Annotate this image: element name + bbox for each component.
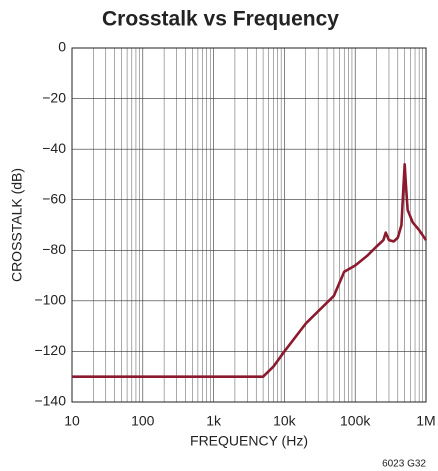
y-axis-label: CROSSTALK (dB) [9,168,25,282]
data-line [72,163,428,379]
y-tick-label: −120 [34,342,66,358]
y-tick-label: −60 [42,190,66,206]
y-tick-label: −20 [42,89,66,105]
x-tick-label: 1M [416,413,435,429]
x-tick-label: 1k [206,413,222,429]
y-tick-label: −40 [42,140,66,156]
x-tick-label: 100k [340,413,371,429]
y-tick-label: −80 [42,241,66,257]
x-tick-label: 10k [273,413,297,429]
figure-note: 6023 G32 [382,459,426,470]
x-tick-label: 10 [64,413,80,429]
y-tick-label: 0 [58,39,66,55]
x-tick-label: 100 [131,413,155,429]
y-tick-label: −100 [34,292,66,308]
chart-title: Crosstalk vs Frequency [102,8,339,31]
plot-frame [71,47,427,403]
x-axis-label: FREQUENCY (Hz) [190,433,308,449]
y-tick-label: −140 [34,393,66,409]
